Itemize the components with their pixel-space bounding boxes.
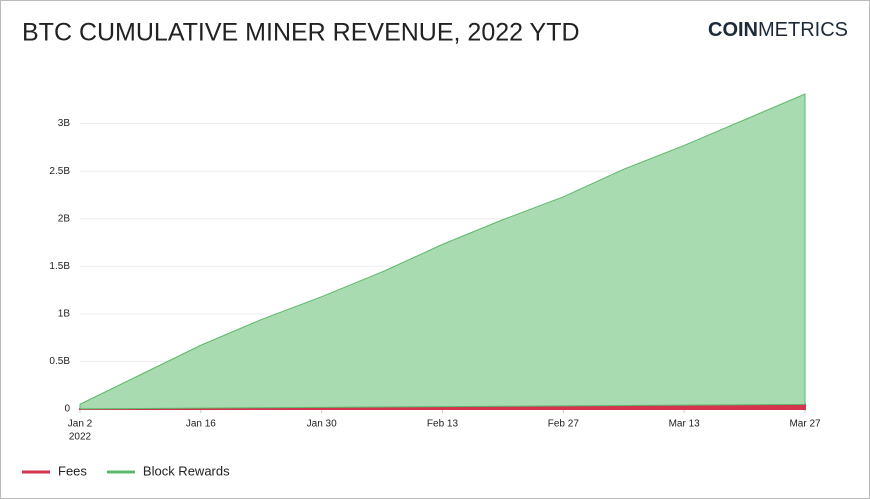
y-tick-label: 3B [58, 118, 71, 129]
y-tick-label: 2B [58, 213, 71, 224]
chart-title: BTC CUMULATIVE MINER REVENUE, 2022 YTD [22, 19, 580, 47]
y-tick-label: 1B [58, 308, 71, 319]
x-tick-label: Jan 30 [307, 419, 337, 430]
area [79, 93, 806, 410]
y-tick-label: 2.5B [49, 166, 70, 177]
x-tick-label: Jan 16 [186, 419, 216, 430]
brand-bold: COIN [708, 19, 758, 41]
y-tick-label: 0.5B [49, 356, 70, 367]
x-year-label: 2022 [69, 432, 92, 443]
x-tick-label: Mar 27 [789, 419, 821, 430]
legend-label: Block Rewards [143, 463, 230, 478]
y-tick-label: 1.5B [49, 261, 70, 272]
brand: COINMETRICS [708, 19, 848, 41]
x-tick-label: Feb 13 [427, 419, 459, 430]
x-tick-label: Feb 27 [548, 419, 580, 430]
x-tick-label: Mar 13 [669, 419, 701, 430]
legend-label: Fees [58, 463, 87, 478]
y-tick-label: 0 [64, 404, 70, 415]
x-tick-label: Jan 2 [68, 419, 93, 430]
brand-light: METRICS [758, 19, 848, 41]
